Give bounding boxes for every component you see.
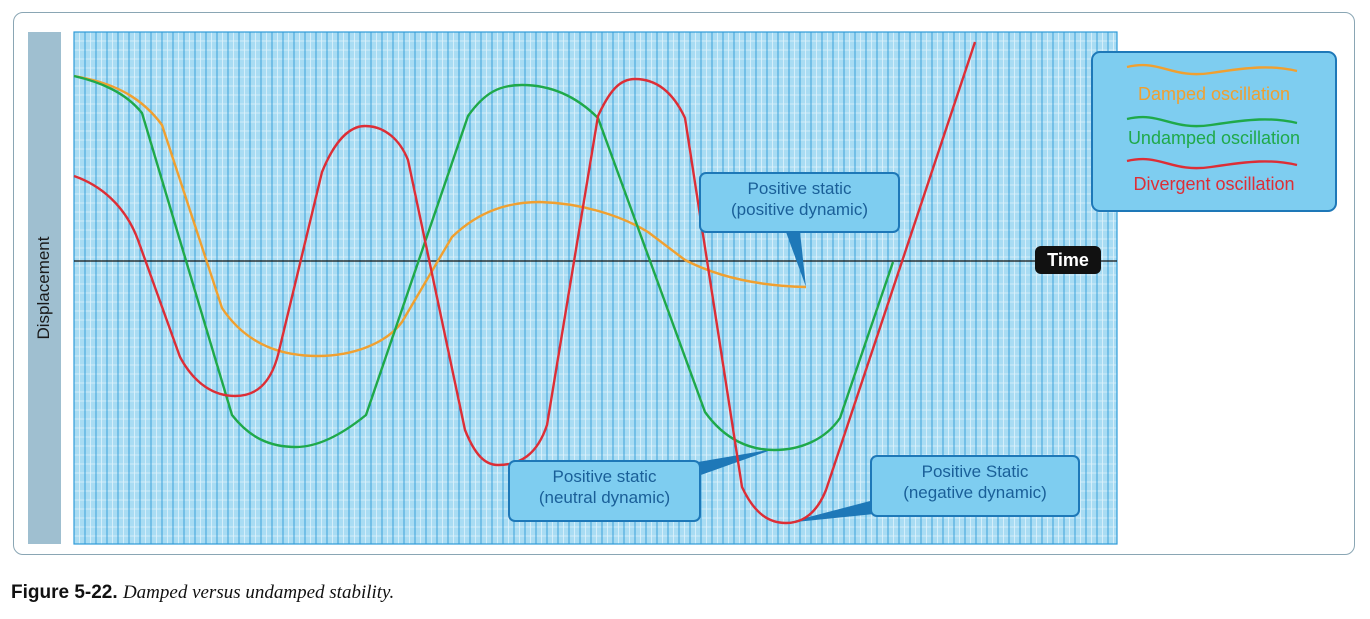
callout-line-1: Positive static: [747, 179, 852, 198]
callout-line-2: (positive dynamic): [731, 200, 868, 219]
figure-caption: Figure 5-22. Damped versus undamped stab…: [11, 582, 394, 604]
legend: Damped oscillation Undamped oscillation …: [1091, 51, 1337, 212]
damped-oscillation-curve: [73, 74, 807, 358]
legend-label-damped: Damped oscillation: [1137, 84, 1291, 104]
callout-pointer-damped: [786, 232, 806, 287]
legend-label-divergent: Divergent oscillation: [1133, 174, 1295, 194]
caption-number: Figure 5-22.: [11, 582, 118, 603]
callout-pointer-undamped: [698, 449, 774, 476]
time-axis-label: Time: [1035, 246, 1101, 274]
legend-swatch-undamped: [1126, 115, 1298, 128]
callout-line-1: Positive Static: [921, 462, 1029, 481]
caption-text: Damped versus undamped stability.: [122, 582, 395, 603]
grid-border: [73, 31, 1118, 545]
legend-label-undamped: Undamped oscillation: [1127, 128, 1301, 148]
callout-line-1: Positive static: [552, 467, 657, 486]
callout-positive-static-positive-dynamic: Positive static (positive dynamic): [699, 172, 900, 233]
callout-positive-static-negative-dynamic: Positive Static (negative dynamic): [870, 455, 1080, 517]
undamped-oscillation-curve: [73, 74, 895, 452]
callout-line-2: (negative dynamic): [903, 483, 1047, 502]
legend-swatches: [1126, 63, 1298, 170]
callout-positive-static-neutral-dynamic: Positive static (neutral dynamic): [508, 460, 701, 522]
legend-swatch-divergent: [1126, 157, 1298, 170]
y-axis-label-bar: [28, 32, 61, 544]
callout-line-2: (neutral dynamic): [538, 488, 671, 507]
legend-swatch-damped: [1126, 63, 1298, 76]
divergent-oscillation-curve: [73, 41, 977, 525]
